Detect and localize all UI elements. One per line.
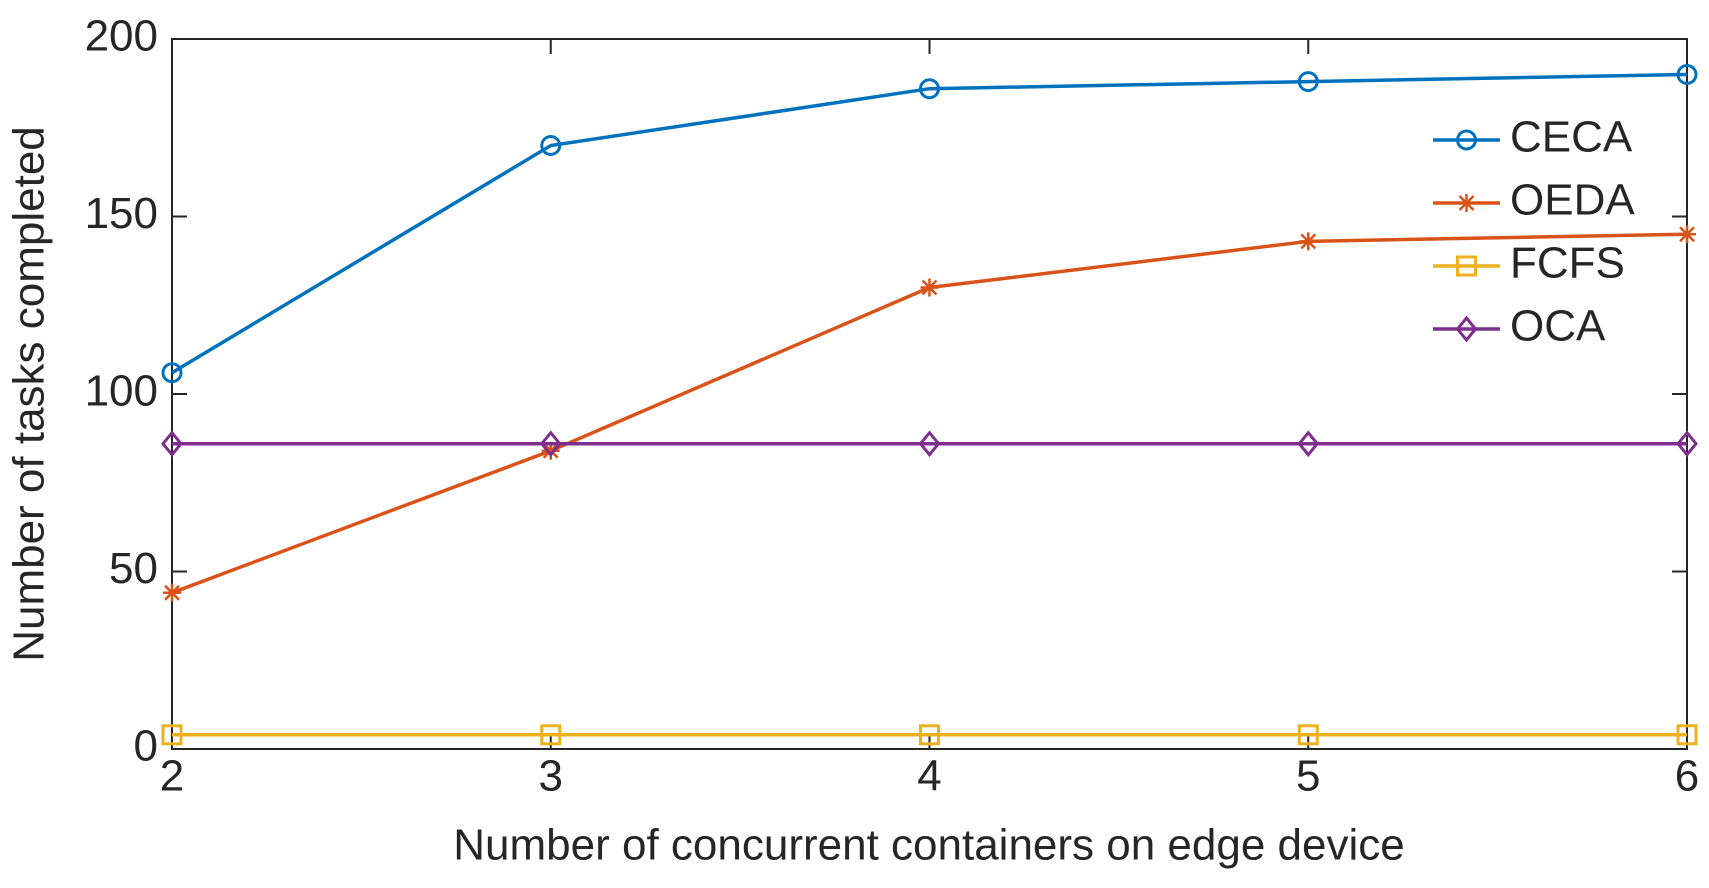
data-point bbox=[540, 724, 562, 746]
legend-label: OEDA bbox=[1510, 176, 1635, 225]
legend-label: CECA bbox=[1510, 113, 1633, 162]
data-point bbox=[1676, 724, 1698, 746]
data-point bbox=[1297, 724, 1319, 746]
data-point bbox=[539, 430, 562, 458]
x-tick-label: 5 bbox=[1296, 752, 1320, 801]
x-tick-label: 6 bbox=[1675, 752, 1699, 801]
legend-marker bbox=[1456, 129, 1477, 151]
x-axis-label: Number of concurrent containers on edge … bbox=[453, 821, 1404, 870]
data-point bbox=[1297, 430, 1320, 458]
data-point bbox=[1678, 225, 1696, 244]
data-point bbox=[161, 430, 183, 458]
data-point bbox=[919, 78, 940, 100]
legend-label: OCA bbox=[1510, 302, 1606, 351]
y-tick-label: 50 bbox=[109, 544, 158, 593]
series-line bbox=[171, 72, 1688, 375]
data-point bbox=[1676, 64, 1698, 85]
data-point bbox=[920, 278, 939, 297]
data-point bbox=[161, 362, 183, 384]
y-tick-label: 0 bbox=[134, 722, 158, 771]
legend-label: FCFS bbox=[1510, 239, 1625, 288]
data-point bbox=[919, 724, 940, 746]
x-tick-label: 3 bbox=[539, 752, 563, 801]
y-tick-label: 100 bbox=[85, 367, 158, 416]
data-point bbox=[161, 724, 183, 746]
data-point bbox=[918, 430, 941, 458]
legend-marker bbox=[1457, 194, 1476, 212]
y-tick-label: 150 bbox=[85, 189, 158, 238]
legend: CECA OEDA FCFS OCA bbox=[1433, 113, 1635, 351]
data-point bbox=[1299, 232, 1318, 251]
data-point bbox=[1297, 71, 1319, 93]
y-axis-label: Number of tasks completed bbox=[5, 126, 54, 662]
x-tick-label: 2 bbox=[160, 752, 184, 801]
data-point bbox=[540, 135, 562, 156]
data-point bbox=[1676, 430, 1698, 458]
data-point bbox=[163, 583, 181, 602]
legend-marker bbox=[1456, 255, 1477, 277]
y-tick-label: 200 bbox=[85, 12, 158, 61]
x-tick-label: 4 bbox=[917, 752, 941, 801]
data-point bbox=[541, 441, 560, 460]
legend-marker bbox=[1455, 315, 1478, 343]
